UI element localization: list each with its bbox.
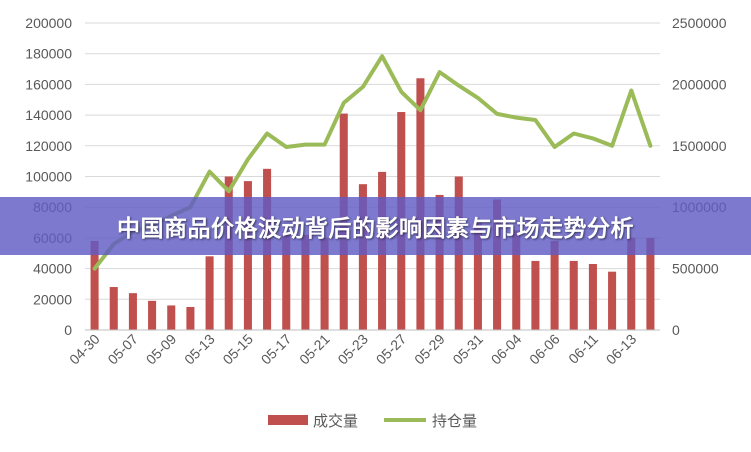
legend-label-volume: 成交量 [313,412,358,430]
y-tick-label: 100000 [25,169,72,185]
y-tick-label: 160000 [25,76,72,92]
y2-tick-label: 2000000 [672,76,727,92]
bar [435,194,444,330]
x-tick-label: 05-31 [449,331,486,368]
x-tick-label: 05-23 [334,331,371,368]
bar [90,240,99,330]
bar [512,230,521,330]
y2-tick-label: 2500000 [672,15,727,31]
bar [109,287,118,330]
x-tick-label: 05-07 [104,331,141,368]
legend-swatch-volume [268,415,308,425]
y-axis-left-ticks: 0200004000060000800001000001200001400001… [25,15,72,338]
y-tick-label: 200000 [25,15,72,31]
x-axis-ticks: 04-30 05-07 05-09 05-13 05-15 05-17 05-21 05-23… [66,331,639,368]
title-banner: 中国商品价格波动背后的影响因素与市场走势分析 [0,197,751,255]
bar [588,263,597,330]
y2-tick-label: 1500000 [672,138,727,154]
y2-tick-label: 500000 [672,261,719,277]
y-tick-label: 0 [64,322,72,338]
x-tick-label: 06-13 [603,331,640,368]
bar [627,237,636,330]
bar [493,199,502,330]
bar [473,222,482,330]
x-tick-label: 05-09 [143,331,180,368]
x-tick-label: 05-15 [219,331,256,368]
x-tick-label: 05-29 [411,331,448,368]
bar [128,293,137,330]
banner-title: 中国商品价格波动背后的影响因素与市场走势分析 [117,216,634,242]
x-tick-label: 06-11 [565,331,601,367]
bar [167,305,176,330]
x-tick-label: 06-06 [526,331,563,368]
x-tick-label: 05-21 [296,331,333,368]
legend-label-open-interest: 持仓量 [432,412,477,430]
x-tick-label: 05-13 [181,331,218,368]
bar [205,256,214,330]
bar [358,184,367,330]
y-tick-label: 120000 [25,138,72,154]
bar [148,300,157,330]
y-tick-label: 20000 [33,291,72,307]
y-tick-label: 180000 [25,46,72,62]
bar [301,234,310,330]
bar [186,306,195,330]
x-tick-label: 06-04 [488,331,525,368]
y2-tick-label: 0 [672,322,680,338]
bar [550,240,559,330]
bar [569,260,578,330]
bar [320,237,329,330]
y-tick-label: 40000 [33,261,72,277]
x-tick-label: 05-17 [258,331,295,368]
bar [282,231,291,330]
legend: 成交量 持仓量 [268,412,477,430]
x-tick-label: 05-27 [373,331,410,368]
y-axis-right-ticks: 05000001000000150000020000002500000 [672,15,727,338]
bar [608,271,617,330]
y-tick-label: 140000 [25,107,72,123]
bar [646,237,655,330]
bar [243,181,252,330]
bar [531,260,540,330]
